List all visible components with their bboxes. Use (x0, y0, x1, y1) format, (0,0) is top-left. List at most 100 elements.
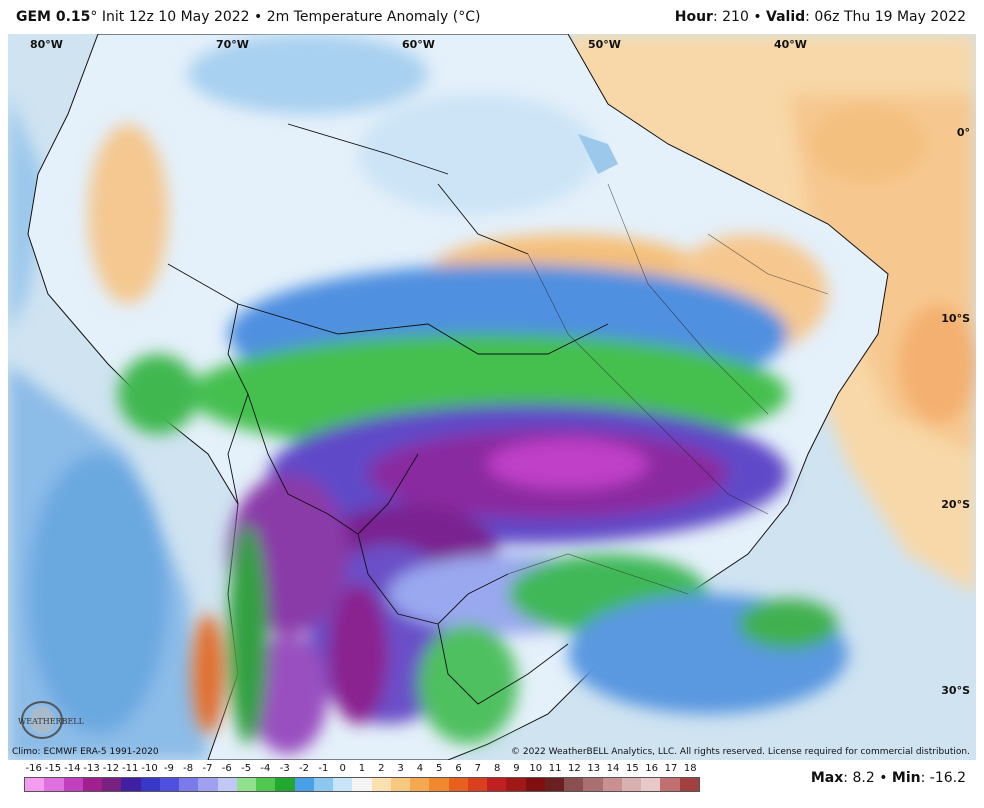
colorbar-swatch (410, 778, 430, 791)
lat-label-20s: 20°S (941, 498, 970, 511)
colorbar-swatch (217, 778, 237, 791)
colorbar-tick-label: 2 (378, 763, 385, 774)
colorbar-tick-label: 7 (474, 763, 482, 774)
colorbar-swatch (506, 778, 526, 791)
colorbar-swatch (275, 778, 295, 791)
degree-symbol: ° (90, 9, 98, 25)
colorbar-tick-label: 4 (416, 763, 424, 774)
colorbar-tick-label: 9 (513, 763, 520, 774)
lat-label-30s: 30°S (941, 684, 970, 697)
separator: • (254, 9, 263, 25)
model-name: GEM 0.15 (16, 9, 91, 25)
min-value: : -16.2 (920, 770, 966, 786)
colorbar-tick-label: 13 (587, 763, 601, 774)
max-min-stats: Max: 8.2 • Min: -16.2 (811, 770, 966, 786)
colorbar-swatches (24, 777, 700, 792)
lon-label-80w: 80°W (30, 38, 63, 51)
colorbar-tick-label: 17 (664, 763, 678, 774)
colorbar-legend: -16 -15 -14 -13 -12 -11 -10 -9 -8 -7 -6 -5 -4 -3 -2 -1 0… (24, 763, 700, 793)
colorbar-tick-label: -11 (122, 763, 139, 774)
colorbar-swatch (467, 778, 487, 791)
field-name: 2m Temperature Anomaly (°C) (266, 9, 481, 25)
colorbar-swatch (313, 778, 333, 791)
colorbar-swatch (333, 778, 353, 791)
valid-value: : 06z Thu 19 May 2022 (805, 9, 966, 25)
colorbar-tick-label: -14 (64, 763, 81, 774)
colorbar-tick-label: -4 (260, 763, 271, 774)
init-time: Init 12z 10 May 2022 (101, 9, 250, 25)
hour-label: Hour (674, 9, 713, 25)
colorbar-swatch (429, 778, 449, 791)
colorbar-tick-label: 1 (358, 763, 366, 774)
colorbar-labels: -16 -15 -14 -13 -12 -11 -10 -9 -8 -7 -6 -5 -4 -3 -2 -1 0… (24, 763, 700, 777)
colorbar-tick-label: 8 (493, 763, 501, 774)
map-canvas (8, 34, 976, 760)
colorbar-swatch (660, 778, 680, 791)
colorbar-swatch (564, 778, 584, 791)
colorbar-tick-label: 5 (436, 763, 443, 774)
min-label: Min (891, 770, 921, 786)
lat-label-10s: 10°S (941, 312, 970, 325)
logo-text: WEATHERBELL (18, 717, 85, 726)
cool-pacific (8, 94, 208, 760)
colorbar-swatch (448, 778, 468, 791)
colorbar-tick-label: -7 (202, 763, 213, 774)
colorbar-swatch (602, 778, 622, 791)
colorbar-tick-label: 10 (529, 763, 543, 774)
colorbar-tick-label: 14 (606, 763, 620, 774)
colorbar-tick-label: 16 (645, 763, 659, 774)
chart-title: GEM 0.15° Init 12z 10 May 2022 • 2m Temp… (16, 9, 480, 25)
separator: • (753, 9, 762, 25)
colorbar-tick-label: -1 (318, 763, 329, 774)
colorbar-swatch (583, 778, 603, 791)
colorbar-tick-label: -16 (25, 763, 42, 774)
colorbar-tick-label: -5 (241, 763, 252, 774)
anomaly-map[interactable]: 80°W 70°W 60°W 50°W 40°W 0° 10°S 20°S 30… (8, 34, 976, 760)
colorbar-tick-label: 11 (548, 763, 562, 774)
colorbar-swatch (140, 778, 160, 791)
colorbar-tick-label: -9 (163, 763, 174, 774)
country-borders (167, 123, 609, 705)
colorbar-swatch (487, 778, 507, 791)
lon-label-70w: 70°W (216, 38, 249, 51)
colorbar-swatch (256, 778, 276, 791)
lon-label-60w: 60°W (402, 38, 435, 51)
lon-label-40w: 40°W (774, 38, 807, 51)
colorbar-tick-label: -2 (299, 763, 310, 774)
valid-label: Valid (766, 9, 806, 25)
colorbar-tick-label: -8 (183, 763, 194, 774)
header: GEM 0.15° Init 12z 10 May 2022 • 2m Temp… (0, 0, 984, 34)
colorbar-swatch (121, 778, 141, 791)
colorbar-swatch (198, 778, 218, 791)
weatherbell-logo: WEATHERBELL (18, 701, 85, 739)
colorbar-swatch (82, 778, 102, 791)
lon-label-50w: 50°W (588, 38, 621, 51)
colorbar-swatch (63, 778, 83, 791)
colorbar-swatch (44, 778, 64, 791)
colorbar-tick-label: 0 (339, 763, 346, 774)
colorbar-swatch (371, 778, 391, 791)
climo-note: Climo: ECMWF ERA-5 1991-2020 (12, 747, 159, 757)
colorbar-swatch (621, 778, 641, 791)
forecast-time: Hour: 210 • Valid: 06z Thu 19 May 2022 (675, 9, 966, 25)
colorbar-tick-label: 18 (683, 763, 697, 774)
colorbar-tick-label: -13 (83, 763, 100, 774)
colorbar-swatch (641, 778, 661, 791)
colorbar-tick-label: -12 (102, 763, 120, 774)
colorbar-tick-label: -6 (221, 763, 232, 774)
colorbar-tick-label: 6 (455, 763, 462, 774)
copyright-note: © 2022 WeatherBELL Analytics, LLC. All r… (511, 747, 970, 757)
max-value: : 8.2 (843, 770, 875, 786)
colorbar-tick-label: -15 (44, 763, 62, 774)
colorbar-swatch (159, 778, 179, 791)
colorbar-tick-label: -3 (279, 763, 290, 774)
colorbar-swatch (544, 778, 564, 791)
lat-label-0: 0° (956, 126, 970, 139)
state-borders (507, 183, 829, 595)
colorbar-swatch (679, 778, 699, 791)
colorbar-swatch (179, 778, 199, 791)
colorbar-swatch (102, 778, 122, 791)
river-delta (578, 134, 618, 174)
colorbar-swatch (236, 778, 256, 791)
colorbar-swatch (390, 778, 410, 791)
